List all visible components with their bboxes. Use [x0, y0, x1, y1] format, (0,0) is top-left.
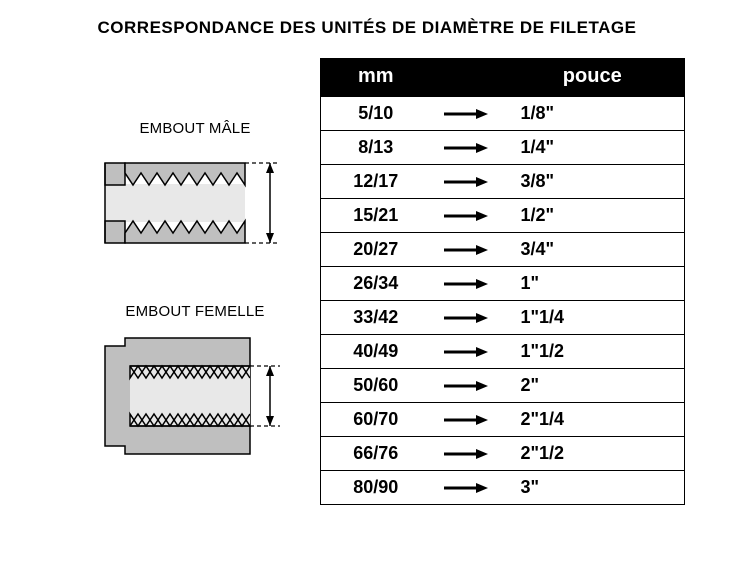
- cell-pouce: 1"1/2: [501, 335, 685, 369]
- conversion-table: mm pouce 5/10 1/8"8/13 1/4"12/17 3/8"15/…: [320, 58, 685, 505]
- page-title: CORRESPONDANCE DES UNITÉS DE DIAMÈTRE DE…: [0, 18, 734, 38]
- arrow-icon: [431, 233, 501, 267]
- table-row: 5/10 1/8": [321, 97, 685, 131]
- cell-pouce: 1"1/4: [501, 301, 685, 335]
- label-female: EMBOUT FEMELLE: [125, 303, 264, 320]
- conversion-table-wrap: mm pouce 5/10 1/8"8/13 1/4"12/17 3/8"15/…: [320, 58, 685, 505]
- cell-pouce: 1/8": [501, 97, 685, 131]
- arrow-icon: [431, 437, 501, 471]
- female-fitting-svg: [95, 326, 295, 466]
- table-row: 80/90 3": [321, 471, 685, 505]
- table-row: 40/49 1"1/2: [321, 335, 685, 369]
- arrow-icon: [431, 199, 501, 233]
- cell-mm: 20/27: [321, 233, 431, 267]
- table-header-row: mm pouce: [321, 59, 685, 97]
- arrow-icon: [431, 131, 501, 165]
- cell-pouce: 3": [501, 471, 685, 505]
- table-row: 66/76 2"1/2: [321, 437, 685, 471]
- cell-mm: 12/17: [321, 165, 431, 199]
- table-row: 33/42 1"1/4: [321, 301, 685, 335]
- cell-mm: 33/42: [321, 301, 431, 335]
- header-arrow-spacer: [431, 59, 501, 97]
- table-row: 12/17 3/8": [321, 165, 685, 199]
- figures-column: EMBOUT MÂLE: [85, 120, 305, 466]
- cell-pouce: 2": [501, 369, 685, 403]
- table-row: 50/60 2": [321, 369, 685, 403]
- table-row: 20/27 3/4": [321, 233, 685, 267]
- arrow-icon: [431, 301, 501, 335]
- arrow-icon: [431, 97, 501, 131]
- figure-male: EMBOUT MÂLE: [85, 120, 305, 263]
- table-row: 26/34 1": [321, 267, 685, 301]
- arrow-icon: [431, 165, 501, 199]
- male-fitting-svg: [95, 143, 295, 263]
- page-root: CORRESPONDANCE DES UNITÉS DE DIAMÈTRE DE…: [0, 0, 734, 579]
- cell-mm: 66/76: [321, 437, 431, 471]
- cell-pouce: 3/8": [501, 165, 685, 199]
- arrow-icon: [431, 335, 501, 369]
- cell-mm: 8/13: [321, 131, 431, 165]
- cell-mm: 60/70: [321, 403, 431, 437]
- cell-mm: 26/34: [321, 267, 431, 301]
- header-pouce: pouce: [501, 59, 685, 97]
- arrow-icon: [431, 369, 501, 403]
- cell-mm: 40/49: [321, 335, 431, 369]
- arrow-icon: [431, 403, 501, 437]
- cell-pouce: 2"1/4: [501, 403, 685, 437]
- table-row: 8/13 1/4": [321, 131, 685, 165]
- label-male: EMBOUT MÂLE: [139, 120, 250, 137]
- table-body: 5/10 1/8"8/13 1/4"12/17 3/8"15/21 1/2"20…: [321, 97, 685, 505]
- header-mm: mm: [321, 59, 431, 97]
- table-row: 60/70 2"1/4: [321, 403, 685, 437]
- table-row: 15/21 1/2": [321, 199, 685, 233]
- cell-pouce: 1/4": [501, 131, 685, 165]
- arrow-icon: [431, 267, 501, 301]
- cell-pouce: 3/4": [501, 233, 685, 267]
- arrow-icon: [431, 471, 501, 505]
- cell-pouce: 1": [501, 267, 685, 301]
- cell-mm: 50/60: [321, 369, 431, 403]
- cell-pouce: 2"1/2: [501, 437, 685, 471]
- cell-mm: 5/10: [321, 97, 431, 131]
- cell-pouce: 1/2": [501, 199, 685, 233]
- cell-mm: 80/90: [321, 471, 431, 505]
- figure-female: EMBOUT FEMELLE: [85, 303, 305, 466]
- cell-mm: 15/21: [321, 199, 431, 233]
